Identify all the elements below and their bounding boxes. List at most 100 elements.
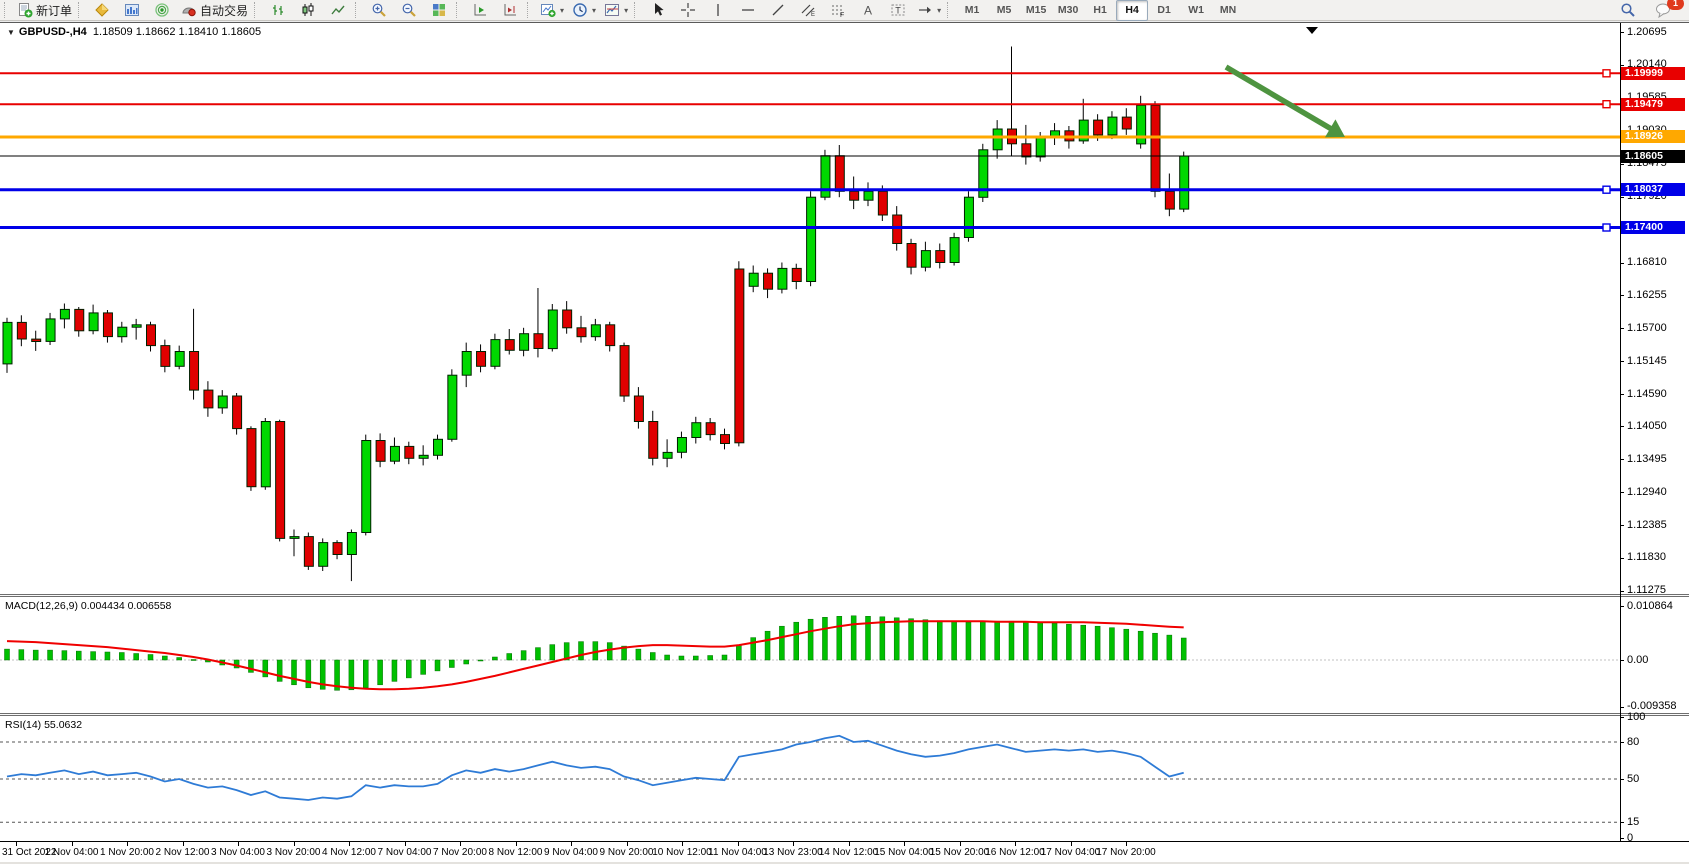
dropdown-arrow-icon[interactable]: ▾	[592, 5, 597, 15]
auto-scroll-button[interactable]	[465, 0, 495, 21]
arrows-button[interactable]: ▾	[913, 0, 945, 21]
line-chart-button[interactable]	[323, 0, 353, 21]
time-axis-tick	[404, 842, 406, 846]
line-handle[interactable]	[1602, 185, 1611, 194]
candlestick-button[interactable]	[293, 0, 323, 21]
trend-icon	[770, 2, 786, 18]
toolbar: 新订单 自动交易 ▾ ▾ ▾ E F A T ▾ M1 M5 M15 M30 H1 H4 D1 W1 MN 1	[0, 0, 1689, 21]
dropdown-arrow-icon[interactable]: ▾	[560, 5, 565, 15]
time-axis-tick	[515, 842, 517, 846]
toolbar-grip[interactable]	[456, 2, 461, 18]
new-order-button[interactable]: 新订单	[13, 0, 76, 21]
toolbar-grip[interactable]	[947, 2, 952, 18]
line-handle[interactable]	[1602, 223, 1611, 232]
price-axis-label: 1.12385	[1627, 519, 1667, 531]
toolbar-grip[interactable]	[78, 2, 83, 18]
ohlc-values: 1.18509 1.18662 1.18410 1.18605	[92, 26, 262, 38]
channel-button[interactable]: E	[793, 0, 823, 21]
rsi-axis-tick	[1620, 779, 1624, 780]
zoom-in-button[interactable]	[364, 0, 394, 21]
candles-icon	[300, 2, 316, 18]
price-axis-label: 1.15700	[1627, 322, 1667, 334]
toolbar-grip[interactable]	[254, 2, 259, 18]
autotrading-button[interactable]: 自动交易	[177, 0, 252, 21]
timeframe-h1-button[interactable]: H1	[1093, 4, 1107, 16]
time-axis-label: 15 Nov 04:00	[874, 847, 934, 858]
time-axis-tick	[293, 842, 295, 846]
crosshair-button[interactable]	[673, 0, 703, 21]
macd-pane[interactable]: MACD(12,26,9) 0.004434 0.006558	[0, 597, 1689, 713]
timeframe-d1-button[interactable]: D1	[1157, 4, 1171, 16]
macd-chart[interactable]	[0, 597, 1620, 713]
svg-text:E: E	[811, 12, 815, 18]
text-label-button[interactable]: T	[883, 0, 913, 21]
trendline-button[interactable]	[763, 0, 793, 21]
macd-signal-line	[6, 620, 1184, 691]
toolbar-grip[interactable]	[527, 2, 532, 18]
timeframe-mn-button[interactable]: MN	[1219, 4, 1237, 16]
annotation-arrow[interactable]	[1224, 64, 1338, 135]
dropdown-arrow-icon[interactable]: ▾	[624, 5, 629, 15]
toolbar-grip[interactable]	[634, 2, 639, 18]
pane-divider[interactable]	[0, 594, 1689, 597]
autotrading-button-label: 自动交易	[200, 3, 249, 18]
new-chart-button[interactable]: ▾	[536, 0, 568, 21]
time-axis-label: 7 Nov 20:00	[433, 847, 487, 858]
price-axis-tick	[1620, 492, 1624, 493]
svg-text:A: A	[864, 4, 872, 18]
price-axis-label: 1.20695	[1627, 26, 1667, 38]
time-axis-tick	[682, 842, 683, 846]
cursor-button[interactable]	[643, 0, 673, 21]
rsi-pane[interactable]: RSI(14) 55.0632	[0, 716, 1689, 841]
timeframe-w1-button[interactable]: W1	[1188, 4, 1204, 16]
chart-title: ▼ GBPUSD-,H4 1.18509 1.18662 1.18410 1.18…	[7, 26, 261, 38]
time-axis[interactable]: 31 Oct 2022 1 Nov 04:00 1 Nov 20:00 2 Nov 1…	[0, 841, 1689, 863]
time-axis-tick	[904, 842, 905, 846]
horizontal-line-button[interactable]	[733, 0, 763, 21]
line-handle[interactable]	[1602, 69, 1611, 78]
label-icon: T	[890, 2, 906, 18]
toolbar-grip[interactable]	[355, 2, 360, 18]
chart-shift-marker-icon[interactable]	[1306, 27, 1318, 34]
search-button[interactable]	[1613, 0, 1643, 21]
vertical-line-button[interactable]	[703, 0, 733, 21]
price-axis-tick	[1620, 361, 1624, 362]
line-handle[interactable]	[1602, 99, 1611, 109]
notifications-button[interactable]: 1	[1649, 0, 1684, 21]
timeframe-m30-button[interactable]: M30	[1057, 4, 1079, 16]
collapse-icon[interactable]: ▼	[7, 28, 15, 37]
chart-window[interactable]: ▼ GBPUSD-,H4 1.18509 1.18662 1.18410 1.18…	[0, 22, 1689, 864]
template-button[interactable]: ▾	[600, 0, 632, 21]
toolbar-grip[interactable]	[4, 2, 9, 18]
bar-chart-button[interactable]	[263, 0, 293, 21]
chart-shift-button[interactable]	[495, 0, 525, 21]
dropdown-arrow-icon[interactable]: ▾	[937, 5, 942, 15]
pane-divider[interactable]	[0, 713, 1689, 716]
text-button[interactable]: A	[853, 0, 883, 21]
period-button[interactable]: ▾	[568, 0, 600, 21]
zoom-out-button[interactable]	[394, 0, 424, 21]
timeframe-m1-button[interactable]: M1	[964, 4, 980, 16]
fibonacci-button[interactable]: F	[823, 0, 853, 21]
tile-windows-button[interactable]	[424, 0, 454, 21]
candlestick-series	[2, 46, 1190, 582]
timeframe-m15-button[interactable]: M15	[1025, 4, 1047, 16]
price-axis-label: 1.16810	[1627, 256, 1667, 268]
timeframe-m5-button[interactable]: M5	[996, 4, 1012, 16]
hline-icon	[740, 2, 756, 18]
rsi-chart[interactable]	[0, 716, 1620, 841]
channel-icon: E	[800, 2, 816, 18]
chart-window-button[interactable]	[117, 0, 147, 21]
time-axis-tick	[793, 842, 794, 846]
metaeditor-button[interactable]	[87, 0, 117, 21]
time-axis-label: 14 Nov 12:00	[818, 847, 879, 858]
annotation-arrowhead[interactable]	[1325, 119, 1345, 138]
time-axis-tick	[238, 842, 239, 846]
time-axis-tick	[1070, 842, 1072, 846]
main-chart-pane[interactable]: ▼ GBPUSD-,H4 1.18509 1.18662 1.18410 1.18…	[0, 23, 1689, 594]
symbol-period-label: GBPUSD-,H4	[18, 26, 87, 38]
signals-button[interactable]	[147, 0, 177, 21]
timeframe-h4-button[interactable]: H4	[1116, 0, 1149, 21]
rsi-axis-label: 50	[1627, 773, 1640, 785]
candlestick-chart[interactable]	[0, 23, 1620, 594]
